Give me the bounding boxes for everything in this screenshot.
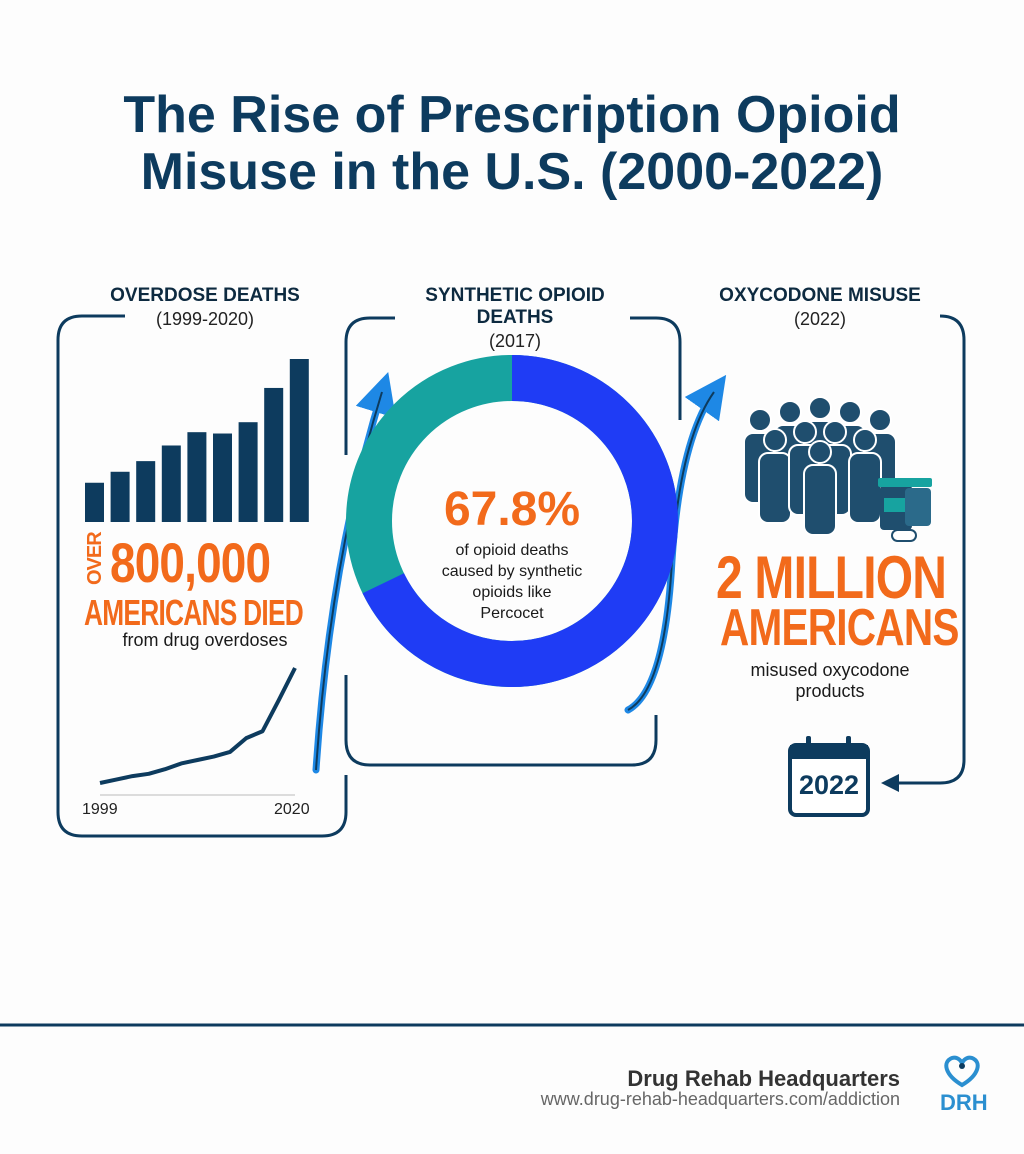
- axis-start-label: 1999: [82, 801, 118, 818]
- footer-org: Drug Rehab Headquarters: [627, 1066, 900, 1091]
- bar: [136, 461, 156, 522]
- caption-line: of opioid deaths: [455, 542, 569, 559]
- calendar-icon: [788, 736, 870, 817]
- title-line-1: The Rise of Prescription Opioid: [123, 86, 901, 144]
- panel3-heading: OXYCODONE MISUSE: [719, 285, 921, 306]
- synthetic-caption: of opioid deaths caused by synthetic opi…: [412, 540, 612, 624]
- calendar-year: 2022: [798, 770, 860, 800]
- bar: [161, 445, 181, 522]
- bar: [85, 482, 104, 522]
- drh-logo: DRH: [940, 1090, 988, 1115]
- bar: [187, 432, 207, 522]
- panel2-period: (2017): [488, 331, 542, 351]
- donut-chart: [346, 355, 678, 687]
- bar: [289, 359, 309, 522]
- drh-logo-heart-icon: [944, 1055, 980, 1088]
- title-line-2: Misuse in the U.S. (2000-2022): [140, 143, 884, 201]
- bar: [213, 433, 232, 522]
- deaths-number: 800,000: [110, 531, 271, 594]
- panel2-frame: [344, 316, 682, 767]
- over-label: OVER: [84, 532, 106, 585]
- deaths-headline: AMERICANS DIED: [84, 592, 304, 633]
- trend-line: [99, 667, 297, 785]
- footer-url[interactable]: www.drug-rehab-headquarters.com/addictio…: [540, 1089, 900, 1109]
- bar: [264, 387, 284, 522]
- panel1-frame: [56, 314, 348, 838]
- synthetic-percent: 67.8%: [443, 483, 581, 536]
- bar: [238, 422, 258, 522]
- misuse-caption-2: products: [795, 681, 865, 701]
- caption-line: opioids like: [472, 584, 552, 601]
- caption-line: caused by synthetic: [441, 563, 583, 580]
- donut-synthetic-share: [346, 355, 678, 687]
- axis-end-label: 2020: [274, 801, 310, 818]
- panel1-period: (1999-2020): [155, 309, 255, 329]
- panel1-heading: OVERDOSE DEATHS: [110, 285, 300, 306]
- misuse-headline: AMERICANS: [720, 599, 959, 657]
- misuse-number: 2 MILLION: [716, 544, 947, 611]
- panel2-heading-2: DEATHS: [476, 307, 554, 328]
- panel2-heading-1: SYNTHETIC OPIOID: [425, 285, 605, 306]
- misuse-caption-1: misused oxycodone: [750, 660, 910, 680]
- panel3-frame: [881, 314, 966, 792]
- panel3-period: (2022): [793, 309, 847, 329]
- people-icon: [743, 396, 897, 536]
- deaths-caption: from drug overdoses: [122, 630, 288, 650]
- caption-line: Percocet: [480, 605, 544, 622]
- bar: [110, 471, 130, 522]
- pill-bottles-icon: [878, 478, 932, 542]
